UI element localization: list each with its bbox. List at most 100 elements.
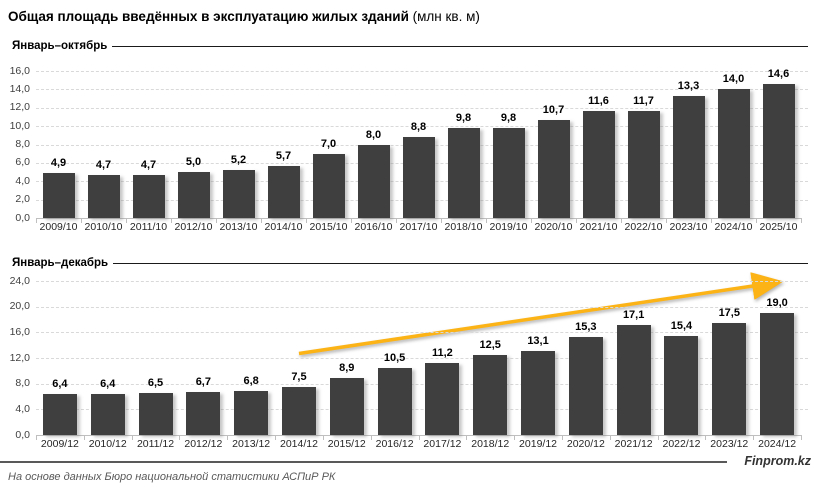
x-axis-tick [351,219,352,223]
bar-value-label: 5,7 [275,149,292,162]
x-axis-label: 2011/10 [129,221,168,233]
y-axis-label: 12,0 [9,351,30,364]
brand-label: Finprom.kz [744,454,811,468]
bar [627,110,660,218]
bar-value-label: 9,8 [455,111,472,124]
x-axis-tick [441,219,442,223]
section-rule [113,262,808,264]
bar-value-label: 8,8 [410,121,427,134]
bar [537,119,570,218]
bar [760,313,795,435]
y-gridline [36,306,808,308]
x-axis-tick [576,219,577,223]
y-gridline [36,358,808,359]
bar [521,350,556,435]
x-axis-tick [756,219,757,223]
x-axis-label: 2016/12 [375,438,414,450]
x-axis-tick [514,436,516,440]
section-header-jan-dec: Январь–декабрь [12,256,808,270]
bar [138,393,173,435]
x-axis-label: 2020/10 [534,221,573,233]
x-axis-line [36,435,802,436]
y-gridline [36,281,808,282]
x-axis-tick [275,436,277,440]
bar [762,83,795,218]
bar-value-label: 13,3 [677,79,700,92]
bar-value-label: 4,9 [50,156,67,169]
bar [42,393,77,435]
x-axis-tick [216,219,217,223]
x-axis-tick [657,436,659,440]
section-rule [112,45,808,47]
x-axis-tick [711,219,712,223]
footer-rule [0,461,727,463]
bar-value-label: 15,4 [670,320,693,333]
x-axis-label: 2024/10 [714,221,753,233]
x-axis-label: 2011/12 [136,438,175,450]
bar-value-label: 8,0 [365,128,382,141]
x-axis-label: 2018/12 [471,438,510,450]
x-axis-tick [306,219,307,223]
bar-value-label: 8,9 [339,361,355,374]
bar [664,336,699,435]
y-gridline [36,89,808,91]
bar-value-label: 10,5 [383,351,406,364]
bar [473,354,508,435]
bar-value-label: 14,6 [767,67,790,80]
y-gridline [36,383,808,385]
x-axis-tick [621,219,622,223]
y-gridline [36,107,808,109]
x-axis-tick [801,219,802,223]
x-axis-tick [418,436,420,440]
x-axis-tick [179,436,181,440]
x-axis-tick [531,219,532,223]
bar [568,336,603,435]
x-axis-tick [396,219,397,223]
bar [712,322,747,435]
x-axis-label: 2021/10 [579,221,618,233]
x-axis-tick [171,219,172,223]
bar-value-label: 4,7 [95,158,112,171]
x-axis-label: 2012/10 [174,221,213,233]
bar-value-label: 6,5 [147,377,164,390]
y-axis-label: 14,0 [9,82,30,95]
bar-value-label: 4,7 [140,158,157,171]
bar [267,165,300,218]
bar [616,325,651,435]
y-axis-label: 0,0 [15,211,30,224]
x-axis-tick [261,219,262,223]
bar-value-label: 6,7 [195,376,211,388]
y-axis-label: 16,0 [9,64,30,77]
x-axis-tick [36,436,37,440]
y-axis-label: 20,0 [9,300,30,313]
x-axis-tick [36,219,37,223]
x-axis-label: 2013/10 [219,221,258,233]
y-axis-label: 0,0 [15,428,30,441]
y-axis-label: 10,0 [9,119,30,132]
y-axis-label: 2,0 [15,193,30,206]
x-axis-label: 2015/12 [327,438,366,450]
bar [281,386,316,435]
x-axis-label: 2024/12 [758,438,797,450]
x-axis-label: 2017/12 [423,438,462,450]
bar-value-label: 6,8 [243,375,259,388]
x-axis-label: 2014/12 [279,438,318,450]
bar [186,392,221,435]
x-axis-tick [131,436,133,440]
x-axis-label: 2025/10 [759,221,798,233]
x-axis-label: 2020/12 [566,438,605,450]
x-axis-label: 2012/12 [184,438,223,450]
section-label-jan-oct: Январь–октябрь [12,40,108,52]
bar [90,393,125,435]
x-axis-label: 2018/10 [444,221,483,233]
bar [312,153,345,218]
y-axis-label: 8,0 [15,377,30,390]
bar [377,367,412,435]
bar-value-label: 19,0 [766,297,788,310]
x-axis-label: 2010/10 [84,221,123,233]
source-note: На основе данных Бюро национальной стати… [8,471,336,483]
section-label-jan-dec: Январь–декабрь [12,257,109,269]
chart-title-unit: (млн кв. м) [408,9,480,24]
bar [329,377,364,435]
